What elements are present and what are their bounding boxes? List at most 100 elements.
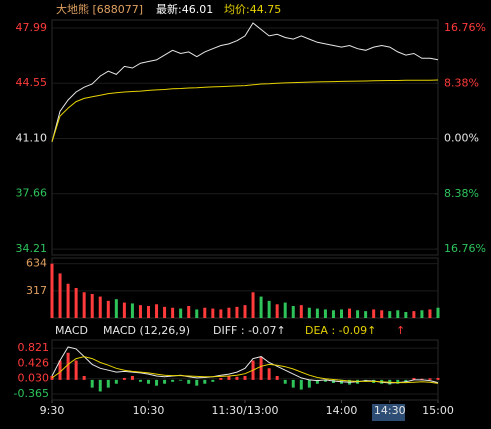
- volume-bar: [106, 300, 110, 318]
- y2-tick-label: 16.76%: [444, 21, 486, 34]
- x-tick-label: 11:30/13:00: [211, 404, 278, 417]
- macd-bar: [82, 376, 86, 380]
- series-line: [51, 356, 439, 384]
- macd-bar: [171, 379, 175, 382]
- y-tick-label: 41.10: [16, 132, 48, 145]
- volume-bar: [380, 310, 384, 318]
- y-tick-label: 37.66: [16, 187, 48, 200]
- time-highlight: [372, 404, 405, 421]
- volume-bar: [436, 307, 440, 318]
- macd-bar: [122, 377, 126, 380]
- volume-bar: [50, 263, 54, 318]
- x-tick-label: 9:30: [40, 404, 65, 417]
- latest-price: 最新:46.01: [156, 2, 213, 16]
- volume-bar: [404, 312, 408, 318]
- macd-bar: [291, 379, 295, 388]
- volume-bar: [130, 303, 134, 318]
- volume-bar: [203, 307, 207, 318]
- volume-bar: [90, 294, 94, 318]
- volume-bar: [396, 310, 400, 318]
- macd-bar: [163, 379, 167, 384]
- diff-value: DIFF : -0.07↑: [213, 324, 286, 337]
- macd-arrow: ↑: [396, 324, 405, 337]
- macd-bar: [235, 376, 239, 380]
- volume-bar: [331, 310, 335, 318]
- volume-bar: [251, 292, 255, 318]
- y-tick-label: 0.030: [18, 372, 50, 385]
- macd-bar: [412, 377, 416, 380]
- y-tick-label: 0.821: [18, 341, 50, 354]
- volume-bar: [315, 308, 319, 318]
- macd-bar: [179, 379, 183, 381]
- macd-bar: [323, 379, 327, 382]
- macd-label: MACD: [55, 324, 88, 337]
- macd-bar: [155, 379, 159, 386]
- macd-bar: [98, 379, 102, 392]
- volume-bar: [364, 311, 368, 318]
- macd-bar: [436, 377, 440, 380]
- volume-bar: [219, 309, 223, 318]
- volume-bar: [187, 306, 191, 318]
- volume-bar: [235, 306, 239, 318]
- dea-value: DEA : -0.09↑: [305, 324, 376, 337]
- volume-bar: [428, 309, 432, 318]
- macd-bar: [404, 379, 408, 382]
- y-tick-label: 47.99: [16, 21, 48, 34]
- volume-bar: [114, 299, 118, 318]
- volume-bar: [98, 296, 102, 318]
- volume-bar: [82, 292, 86, 318]
- macd-bar: [58, 360, 62, 380]
- macd-bar: [147, 379, 150, 384]
- macd-bar: [307, 379, 311, 388]
- y2-tick-label: 8.38%: [444, 187, 479, 200]
- macd-bar: [114, 379, 118, 384]
- volume-bar: [171, 307, 175, 318]
- volume-bar: [307, 307, 311, 318]
- volume-bar: [323, 309, 327, 318]
- y-tick-label: 0.426: [18, 356, 50, 369]
- macd-bar: [428, 378, 432, 380]
- x-tick-label: 10:30: [133, 404, 165, 417]
- volume-bar: [138, 305, 142, 318]
- volume-bar: [66, 283, 70, 318]
- x-tick-label: 15:00: [422, 404, 454, 417]
- y2-tick-label: 8.38%: [444, 76, 479, 89]
- volume-bar: [412, 311, 416, 318]
- stock-name: 大地熊 [688077]: [56, 2, 143, 16]
- macd-bar: [187, 379, 191, 384]
- volume-bar: [356, 310, 360, 318]
- volume-bar: [74, 288, 78, 318]
- macd-bar: [50, 376, 54, 380]
- volume-bar: [275, 304, 279, 318]
- macd-bar: [243, 376, 247, 380]
- macd-bar: [195, 379, 199, 386]
- macd-bar: [227, 376, 231, 380]
- y-tick-label: -0.365: [14, 387, 49, 400]
- average-price: 均价:44.75: [224, 3, 281, 16]
- y-tick-label: 34.21: [16, 242, 48, 255]
- macd-bar: [211, 379, 215, 382]
- y-tick-label: 317: [26, 284, 47, 297]
- series-line: [51, 79, 439, 142]
- x-tick-label: 14:30: [374, 404, 406, 417]
- y-tick-label: 634: [26, 257, 47, 270]
- macd-bar: [259, 356, 263, 380]
- volume-bar: [227, 307, 231, 318]
- volume-bar: [291, 306, 295, 318]
- volume-bar: [299, 305, 303, 318]
- volume-bar: [340, 309, 343, 318]
- y2-tick-label: 16.76%: [444, 242, 486, 255]
- volume-bar: [147, 306, 150, 318]
- macd-bar: [299, 379, 303, 390]
- macd-bar: [283, 379, 287, 384]
- volume-bar: [267, 300, 271, 318]
- volume-bar: [348, 308, 352, 318]
- macd-bar: [90, 379, 94, 388]
- volume-bar: [259, 296, 263, 318]
- volume-bar: [179, 308, 183, 318]
- volume-bar: [372, 309, 376, 318]
- macd-params: MACD (12,26,9): [103, 324, 190, 337]
- macd-bar: [275, 376, 279, 380]
- volume-bar: [163, 306, 167, 318]
